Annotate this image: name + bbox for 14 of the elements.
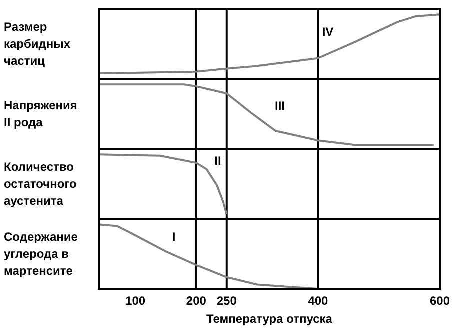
annotation: I — [172, 230, 176, 244]
annotation: IV — [322, 25, 334, 40]
y-axis-title: Содержание углерода в мартенсите — [4, 230, 78, 278]
x-tick-label: 600 — [430, 294, 450, 308]
x-tick-label: 100 — [126, 294, 146, 308]
annotation: III — [274, 99, 286, 114]
y-axis-title: Размер карбидных частиц — [4, 20, 71, 68]
y-axis-title: Напряжения II рода — [4, 98, 78, 130]
x-tick-label: 250 — [216, 294, 238, 308]
x-tick-label: 400 — [308, 294, 329, 308]
x-tick-label: 200 — [186, 294, 207, 308]
y-axis-title: Количество остаточного аустенита — [4, 160, 77, 208]
x-axis-title: Температура отпуска — [206, 312, 333, 326]
annotation: II — [214, 154, 222, 168]
